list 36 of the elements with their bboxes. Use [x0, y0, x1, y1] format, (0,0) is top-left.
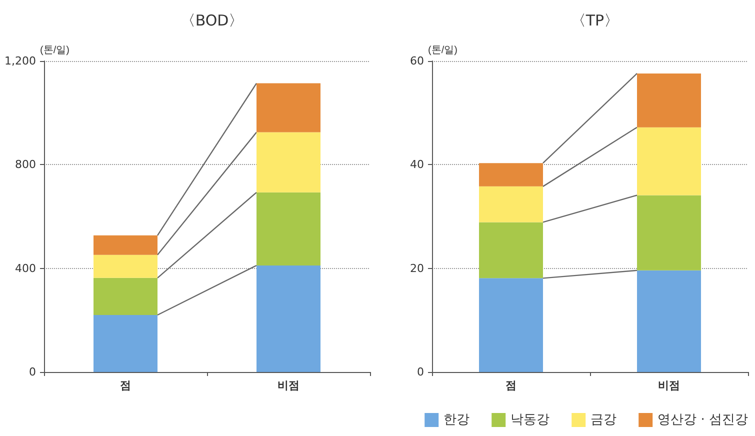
bar: [637, 195, 701, 270]
y-tick-label: 40: [410, 158, 424, 172]
bar: [479, 278, 543, 372]
x-tick-label: 점: [506, 379, 516, 392]
x-tick-label: 비점: [278, 379, 300, 392]
legend-label: 낙동강: [510, 412, 550, 428]
y-tick-label: 20: [410, 262, 424, 275]
legend-label: 금강: [590, 412, 617, 428]
y-tick-label: 400: [15, 262, 36, 275]
legend-label: 한강: [444, 412, 470, 428]
bar: [94, 254, 158, 278]
chart-title: 〈BOD〉: [180, 12, 244, 30]
legend-label: 영산강 · 섬진강: [658, 412, 748, 428]
bar: [94, 235, 158, 255]
bar: [256, 265, 320, 372]
bar: [479, 186, 543, 222]
bar: [94, 278, 158, 315]
bar: [256, 132, 320, 192]
x-tick-label: 점: [120, 379, 131, 392]
bar: [479, 222, 543, 278]
bar: [637, 270, 701, 372]
y-tick-label: 800: [15, 158, 36, 172]
y-tick-label: 1,200: [4, 54, 36, 68]
y-tick-label: 0: [417, 366, 424, 378]
bar: [479, 163, 543, 186]
bar: [256, 192, 320, 266]
bar: [637, 73, 701, 128]
x-tick-label: 비점: [658, 379, 680, 392]
bar: [94, 314, 158, 372]
chart-title: 〈TP〉: [570, 12, 620, 30]
y-tick-label: 60: [410, 54, 424, 68]
bar: [256, 83, 320, 132]
y-axis-title: (톤/일): [40, 45, 70, 56]
y-tick-label: 0: [29, 366, 36, 378]
bar: [637, 127, 701, 196]
y-axis-title: (톤/일): [428, 45, 458, 56]
